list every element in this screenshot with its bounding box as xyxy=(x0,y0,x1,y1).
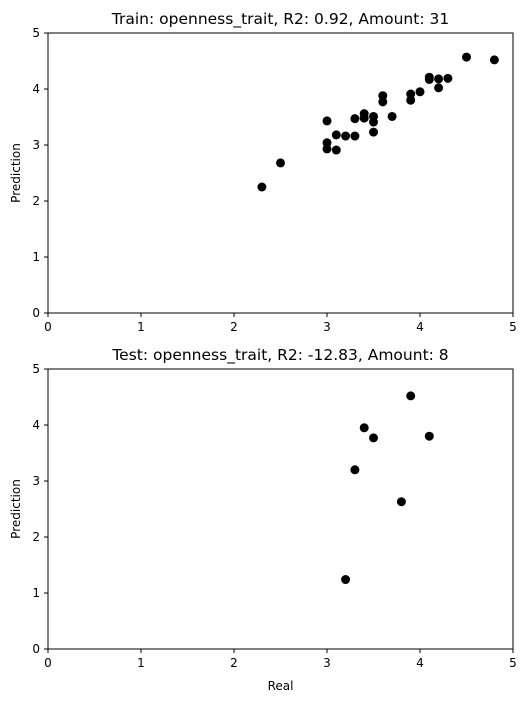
train-y-axis-label: Prediction xyxy=(9,143,23,203)
train-y-tick-label: 0 xyxy=(32,306,40,320)
test-chart-title: Test: openness_trait, R2: -12.83, Amount… xyxy=(111,346,448,365)
test-data-point xyxy=(369,433,378,443)
test-y-axis-label: Prediction xyxy=(9,479,23,539)
test-x-tick-label: 3 xyxy=(323,656,331,670)
train-data-point xyxy=(369,117,378,127)
test-y-tick-label: 3 xyxy=(32,474,40,488)
train-data-point xyxy=(406,89,416,99)
train-data-point xyxy=(424,74,434,84)
train-x-tick-label: 5 xyxy=(509,320,517,334)
train-y-tick-label: 4 xyxy=(32,82,40,96)
train-x-tick-label: 3 xyxy=(323,320,331,334)
train-data-point xyxy=(341,131,351,141)
train-x-tick-label: 1 xyxy=(137,320,145,334)
train-data-point xyxy=(378,97,388,107)
train-x-tick-label: 0 xyxy=(44,320,52,334)
test-x-tick-label: 1 xyxy=(137,656,145,670)
train-data-point xyxy=(350,131,360,141)
train-data-point xyxy=(331,130,341,140)
train-data-point xyxy=(322,144,332,154)
train-data-point xyxy=(462,52,471,62)
test-data-point xyxy=(341,575,351,585)
train-data-point xyxy=(322,138,332,148)
test-y-tick-label: 5 xyxy=(32,362,40,376)
train-y-tick-label: 3 xyxy=(32,138,40,152)
test-data-point xyxy=(359,423,369,433)
train-y-tick-label: 2 xyxy=(32,194,40,208)
train-y-tick-label: 5 xyxy=(32,26,40,40)
train-data-point xyxy=(331,145,341,155)
train-data-point xyxy=(350,114,360,124)
train-data-point xyxy=(489,55,499,65)
train-data-point xyxy=(406,95,416,105)
train-axes-frame xyxy=(47,32,514,314)
test-scatter-panel: Test: openness_trait, R2: -12.83, Amount… xyxy=(9,346,517,693)
test-axes-frame xyxy=(47,368,514,650)
train-scatter-panel: Train: openness_trait, R2: 0.92, Amount:… xyxy=(9,10,517,334)
train-data-point xyxy=(415,87,425,97)
train-x-tick-label: 4 xyxy=(416,320,424,334)
train-y-tick-label: 1 xyxy=(32,250,40,264)
test-data-point xyxy=(424,431,434,441)
test-x-tick-label: 0 xyxy=(44,656,52,670)
train-data-point xyxy=(322,116,332,126)
test-x-axis-label: Real xyxy=(268,679,294,693)
train-data-point xyxy=(434,74,444,84)
test-x-tick-label: 4 xyxy=(416,656,424,670)
train-data-point xyxy=(378,91,388,101)
test-y-tick-label: 4 xyxy=(32,418,40,432)
test-x-tick-label: 2 xyxy=(230,656,238,670)
train-data-point xyxy=(443,73,453,83)
train-data-point xyxy=(257,182,267,192)
test-y-tick-label: 2 xyxy=(32,530,40,544)
train-chart-title: Train: openness_trait, R2: 0.92, Amount:… xyxy=(111,10,449,29)
train-data-point xyxy=(359,113,369,123)
train-x-tick-label: 2 xyxy=(230,320,238,334)
test-y-tick-label: 0 xyxy=(32,642,40,656)
test-x-tick-label: 5 xyxy=(509,656,517,670)
train-data-point xyxy=(276,158,285,168)
train-data-point xyxy=(387,111,397,121)
train-data-point xyxy=(434,83,444,93)
train-data-point xyxy=(369,127,378,137)
test-data-point xyxy=(406,391,416,401)
test-data-point xyxy=(350,465,360,475)
test-y-tick-label: 1 xyxy=(32,586,40,600)
test-data-point xyxy=(396,497,406,507)
